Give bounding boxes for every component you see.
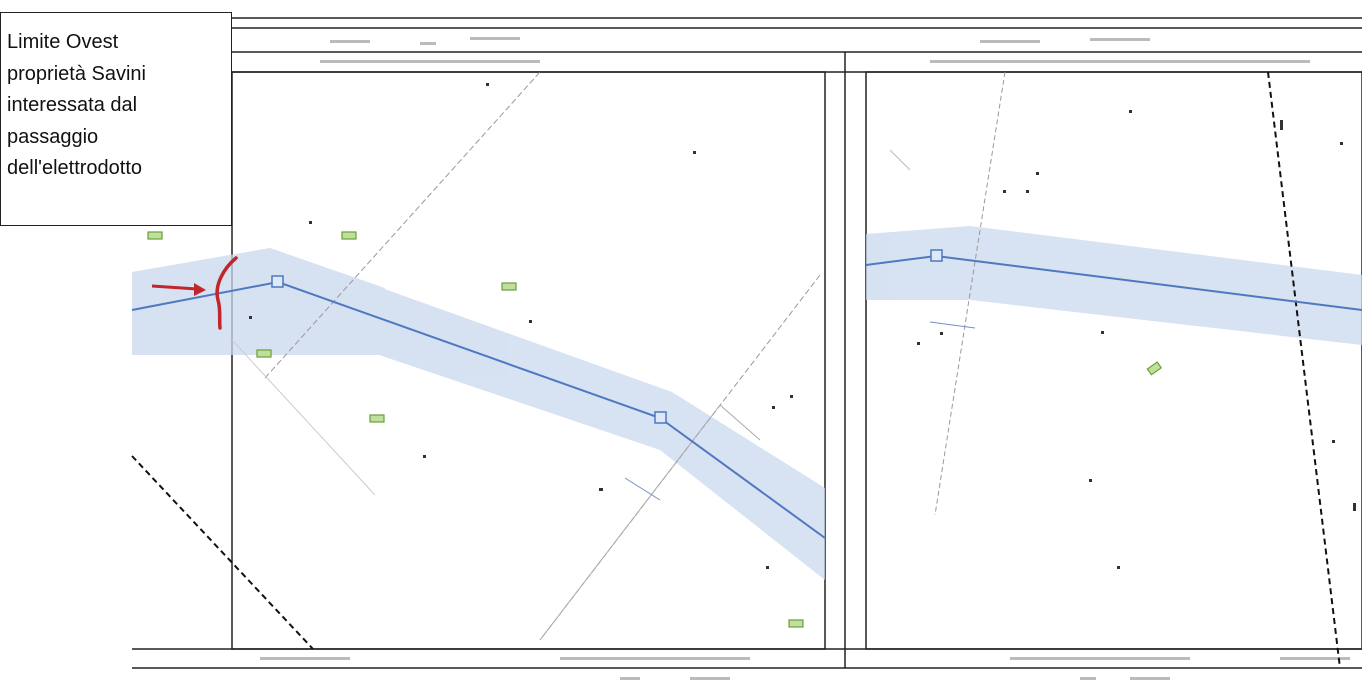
parcel-lines: [231, 71, 1006, 641]
dashed-boundaries: [131, 71, 1341, 669]
callout-line-2: proprietà Savini: [7, 62, 146, 85]
green-marker-icon: [147, 231, 1163, 628]
callout-line-1: Limite Ovest: [7, 31, 119, 53]
callout-line-3: interessata dal: [7, 94, 138, 116]
survey-points: [249, 83, 1356, 569]
faint-header-marks: [260, 37, 1350, 680]
annotation-callout: Limite Ovest proprietà Savini interessat…: [0, 12, 232, 226]
transmission-corridor: [132, 226, 1362, 580]
red-arrow-icon: [151, 283, 206, 296]
property-limit-line: [215, 256, 238, 330]
sheet-frame: [132, 17, 1362, 669]
pylon-icon: [271, 249, 943, 424]
callout-line-5: dell'elettrodotto: [7, 157, 143, 179]
callout-line-4: passaggio: [7, 125, 99, 148]
